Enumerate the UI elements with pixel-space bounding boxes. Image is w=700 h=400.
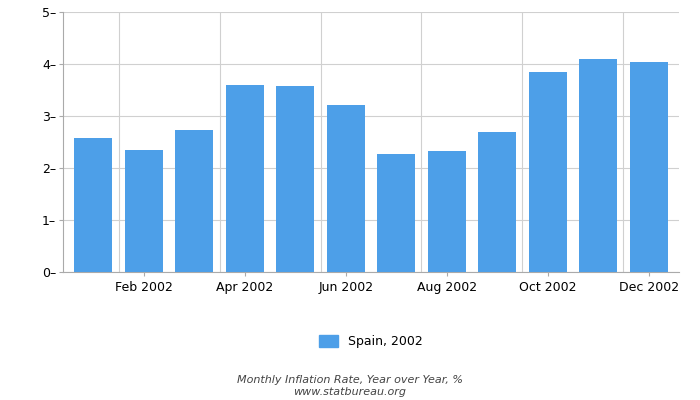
Bar xyxy=(377,154,415,272)
Bar xyxy=(528,72,567,272)
Bar xyxy=(226,85,264,272)
Bar xyxy=(428,151,466,272)
Bar xyxy=(580,59,617,272)
Bar xyxy=(125,150,162,272)
Bar xyxy=(478,132,516,272)
Bar xyxy=(630,62,668,272)
Bar xyxy=(74,138,112,272)
Bar xyxy=(276,86,314,272)
Text: www.statbureau.org: www.statbureau.org xyxy=(293,387,407,397)
Bar xyxy=(175,130,214,272)
Bar xyxy=(327,104,365,272)
Text: Monthly Inflation Rate, Year over Year, %: Monthly Inflation Rate, Year over Year, … xyxy=(237,375,463,385)
Legend: Spain, 2002: Spain, 2002 xyxy=(314,330,428,353)
